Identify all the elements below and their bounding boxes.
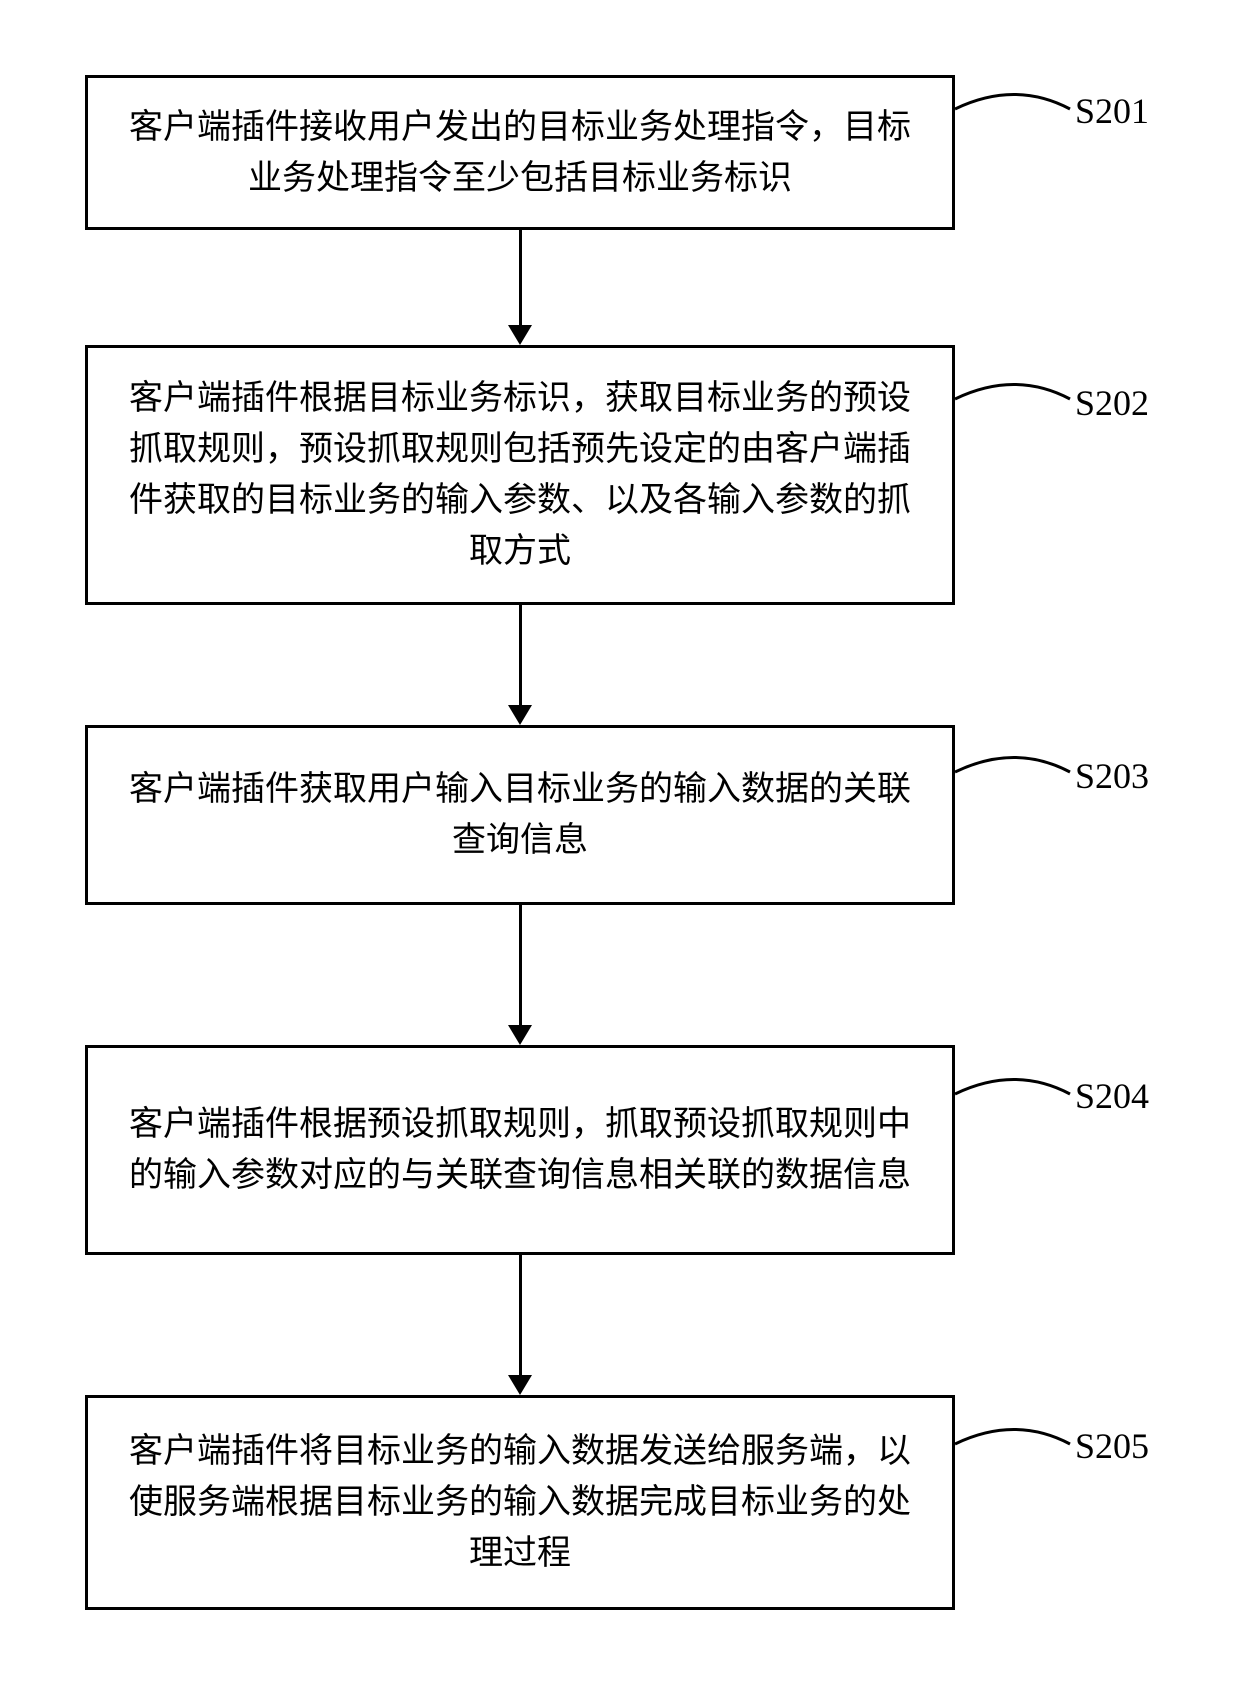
step-label-s203: S203 (1075, 755, 1149, 797)
node-box: 客户端插件将目标业务的输入数据发送给服务端，以使服务端根据目标业务的输入数据完成… (85, 1395, 955, 1610)
arrow-line (519, 605, 522, 705)
node-text: 客户端插件根据预设抓取规则，抓取预设抓取规则中的输入参数对应的与关联查询信息相关… (118, 1099, 922, 1201)
connector-curve-s202 (955, 375, 1075, 425)
step-label-s201: S201 (1075, 90, 1149, 132)
node-box: 客户端插件根据目标业务标识，获取目标业务的预设抓取规则，预设抓取规则包括预先设定… (85, 345, 955, 605)
flowchart-node-s204: 客户端插件根据预设抓取规则，抓取预设抓取规则中的输入参数对应的与关联查询信息相关… (85, 1045, 955, 1255)
arrow-s203-s204 (508, 905, 532, 1045)
connector-curve-s205 (955, 1420, 1075, 1470)
flowchart-node-s202: 客户端插件根据目标业务标识，获取目标业务的预设抓取规则，预设抓取规则包括预先设定… (85, 345, 955, 605)
node-box: 客户端插件根据预设抓取规则，抓取预设抓取规则中的输入参数对应的与关联查询信息相关… (85, 1045, 955, 1255)
flowchart-node-s205: 客户端插件将目标业务的输入数据发送给服务端，以使服务端根据目标业务的输入数据完成… (85, 1395, 955, 1610)
step-label-s202: S202 (1075, 382, 1149, 424)
arrow-line (519, 230, 522, 325)
arrow-head-icon (508, 325, 532, 345)
step-label-s204: S204 (1075, 1075, 1149, 1117)
connector-curve-s201 (955, 85, 1075, 135)
step-label-s205: S205 (1075, 1425, 1149, 1467)
flowchart-node-s201: 客户端插件接收用户发出的目标业务处理指令，目标业务处理指令至少包括目标业务标识 (85, 75, 955, 230)
arrow-head-icon (508, 1025, 532, 1045)
node-box: 客户端插件接收用户发出的目标业务处理指令，目标业务处理指令至少包括目标业务标识 (85, 75, 955, 230)
arrow-s201-s202 (508, 230, 532, 345)
node-text: 客户端插件获取用户输入目标业务的输入数据的关联查询信息 (118, 764, 922, 866)
arrow-line (519, 1255, 522, 1375)
arrow-s204-s205 (508, 1255, 532, 1395)
connector-curve-s204 (955, 1070, 1075, 1120)
flowchart-node-s203: 客户端插件获取用户输入目标业务的输入数据的关联查询信息 (85, 725, 955, 905)
arrow-head-icon (508, 1375, 532, 1395)
node-box: 客户端插件获取用户输入目标业务的输入数据的关联查询信息 (85, 725, 955, 905)
connector-curve-s203 (955, 748, 1075, 798)
arrow-line (519, 905, 522, 1025)
arrow-head-icon (508, 705, 532, 725)
node-text: 客户端插件根据目标业务标识，获取目标业务的预设抓取规则，预设抓取规则包括预先设定… (118, 373, 922, 577)
node-text: 客户端插件接收用户发出的目标业务处理指令，目标业务处理指令至少包括目标业务标识 (118, 102, 922, 204)
arrow-s202-s203 (508, 605, 532, 725)
node-text: 客户端插件将目标业务的输入数据发送给服务端，以使服务端根据目标业务的输入数据完成… (118, 1426, 922, 1579)
